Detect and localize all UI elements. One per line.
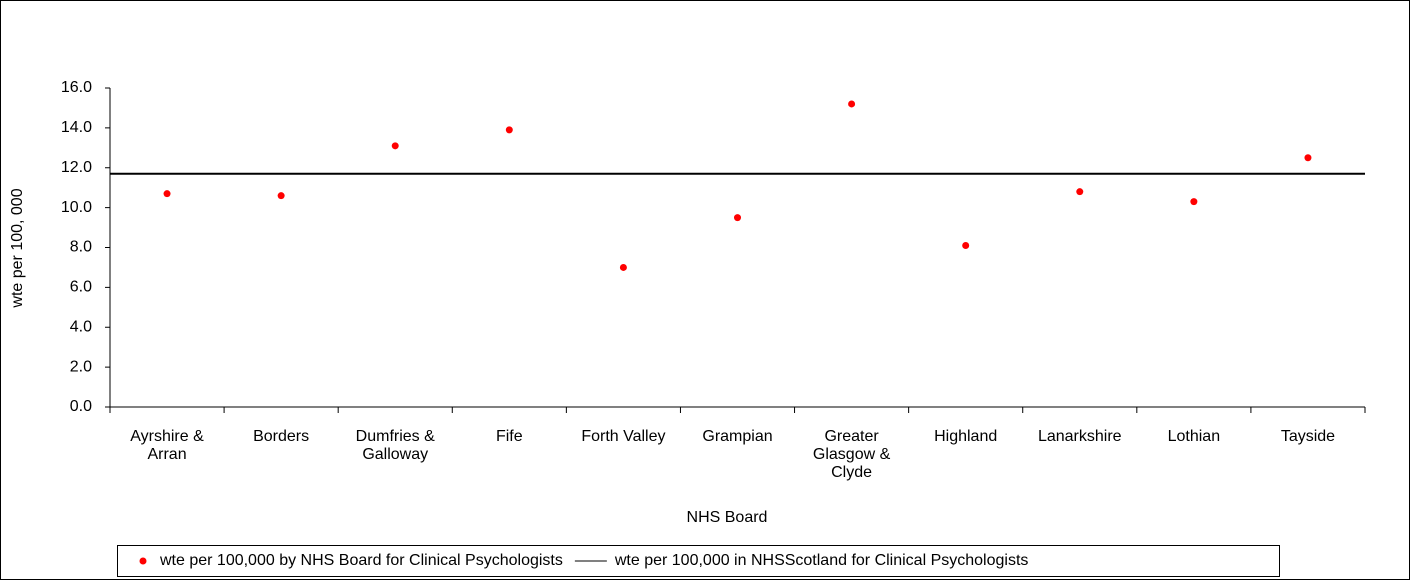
- data-point: [619, 263, 627, 271]
- x-tick-label: Fife: [495, 428, 523, 445]
- x-tick-label: Greater Glasgow & Clyde: [812, 428, 891, 481]
- data-point: [848, 100, 856, 108]
- y-tick-label: 16.0: [61, 79, 92, 96]
- y-tick-label: 0.0: [70, 398, 92, 415]
- legend-label: wte per 100,000 by NHS Board for Clinica…: [159, 552, 563, 569]
- x-tick-label: Grampian: [702, 428, 773, 445]
- y-axis-label: wte per 100, 000: [9, 188, 26, 308]
- data-point: [505, 126, 513, 134]
- data-point: [734, 214, 741, 222]
- data-point: [1304, 154, 1312, 162]
- y-tick-label: 14.0: [61, 119, 92, 136]
- x-tick-label: Highland: [934, 428, 998, 445]
- data-point: [1076, 188, 1084, 196]
- y-tick-label: 12.0: [61, 159, 92, 176]
- data-point: [962, 242, 970, 250]
- x-tick-label: Ayrshire & Arran: [130, 428, 204, 463]
- x-tick-label: Forth Valley: [581, 428, 666, 445]
- x-tick-label: Lothian: [1167, 428, 1221, 445]
- data-point: [277, 192, 285, 200]
- legend-box: [117, 545, 1280, 577]
- x-tick-label: Lanarkshire: [1037, 428, 1122, 445]
- x-axis-label: NHS Board: [687, 509, 768, 526]
- data-point: [1190, 198, 1198, 206]
- y-tick-label: 4.0: [70, 318, 92, 335]
- x-tick-label: Tayside: [1280, 428, 1336, 445]
- x-tick-label: Dumfries & Galloway: [355, 428, 435, 463]
- y-tick-label: 6.0: [70, 279, 92, 296]
- x-tick-label: Borders: [253, 428, 310, 445]
- data-point: [163, 190, 171, 198]
- legend-marker: [139, 557, 147, 565]
- y-tick-label: 2.0: [70, 358, 92, 375]
- legend-label: wte per 100,000 in NHSScotland for Clini…: [614, 552, 1029, 569]
- y-tick-label: 10.0: [61, 199, 92, 216]
- y-tick-label: 8.0: [70, 239, 92, 256]
- data-point: [391, 142, 399, 150]
